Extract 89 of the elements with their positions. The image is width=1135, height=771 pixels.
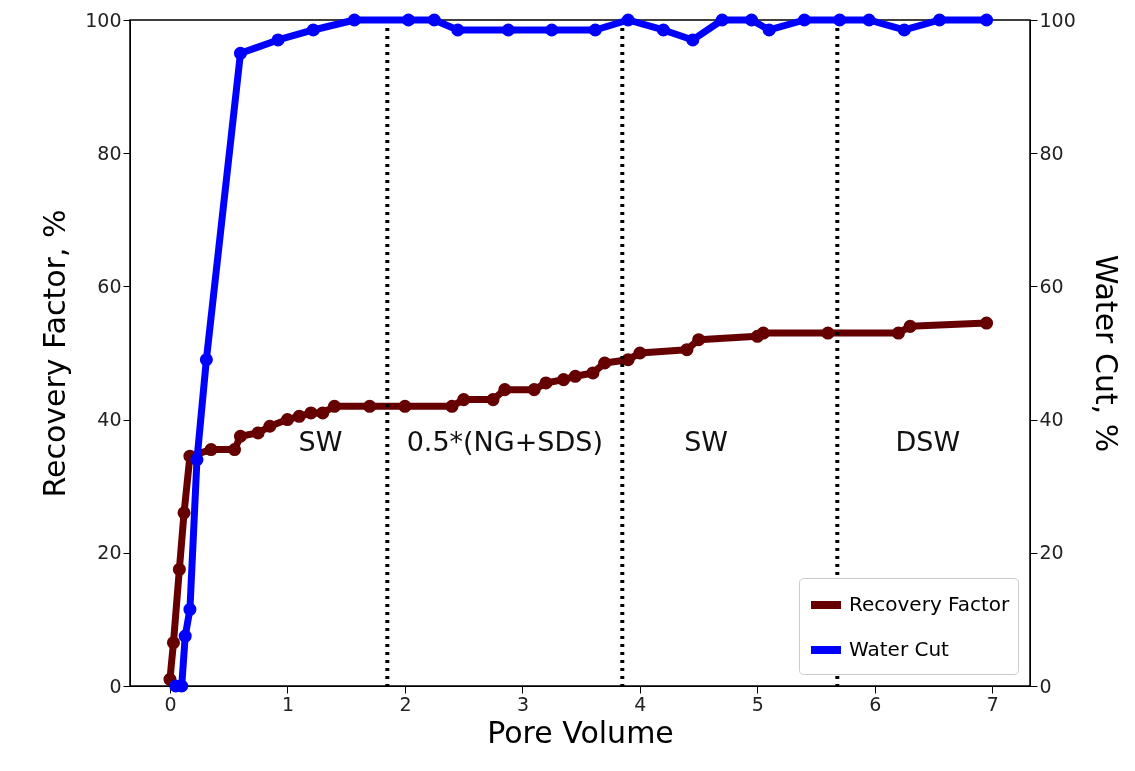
y-axis-title: Recovery Factor, %: [37, 209, 73, 498]
point: [588, 23, 602, 37]
point: [568, 369, 582, 383]
x-axis-title: Pore Volume: [487, 714, 674, 750]
x-tick-label: 2: [399, 692, 412, 715]
point: [680, 343, 694, 357]
y2-tick-label: 20: [1039, 541, 1064, 564]
point: [457, 393, 471, 407]
legend-label: Recovery Factor: [849, 592, 1011, 616]
point: [251, 426, 265, 440]
y-tick-label: 100: [85, 8, 122, 31]
point: [233, 429, 247, 443]
point: [190, 453, 204, 467]
point: [545, 23, 559, 37]
point: [656, 23, 670, 37]
x-tick-label: 1: [281, 692, 294, 715]
point: [980, 13, 994, 27]
point: [271, 33, 285, 47]
point: [316, 406, 330, 420]
y2-tick-label: 0: [1039, 674, 1052, 697]
point: [821, 326, 835, 340]
y2-tick-label: 40: [1039, 408, 1064, 431]
point: [204, 443, 218, 457]
point: [762, 23, 776, 37]
point: [178, 629, 192, 643]
point: [304, 406, 318, 420]
annotation: SW: [298, 426, 343, 457]
point: [633, 346, 647, 360]
point: [228, 443, 242, 457]
point: [980, 316, 994, 330]
point: [756, 326, 770, 340]
point: [398, 399, 412, 413]
point: [715, 13, 729, 27]
y2-tick-label: 60: [1039, 274, 1064, 297]
point: [183, 602, 197, 616]
x-tick-label: 5: [751, 692, 764, 715]
x-tick-label: 0: [164, 692, 177, 715]
point: [401, 13, 415, 27]
point: [557, 373, 571, 387]
legend-label: Water Cut: [849, 637, 950, 661]
point: [501, 23, 515, 37]
point: [306, 23, 320, 37]
point: [486, 393, 500, 407]
point: [427, 13, 441, 27]
point: [897, 23, 911, 37]
point: [586, 366, 600, 380]
y-tick-label: 60: [97, 274, 122, 297]
point: [280, 413, 294, 427]
point: [445, 399, 459, 413]
point: [891, 326, 905, 340]
point: [327, 399, 341, 413]
x-tick-label: 4: [634, 692, 647, 715]
point: [263, 419, 277, 433]
point: [527, 383, 541, 397]
point: [692, 333, 706, 347]
point: [621, 353, 635, 367]
y-tick-label: 20: [97, 541, 122, 564]
point: [199, 353, 213, 367]
x-tick-label: 7: [986, 692, 999, 715]
y2-tick-label: 100: [1039, 8, 1076, 31]
point: [451, 23, 465, 37]
y-tick-label: 40: [97, 408, 122, 431]
y2-axis-title: Water Cut, %: [1088, 254, 1124, 453]
point: [903, 319, 917, 333]
y-tick-label: 80: [97, 141, 122, 164]
point: [745, 13, 759, 27]
point: [347, 13, 361, 27]
y-tick-label: 0: [109, 674, 122, 697]
y2-tick-label: 80: [1039, 141, 1064, 164]
annotation: 0.5*(NG+SDS): [406, 426, 603, 457]
point: [166, 636, 180, 650]
annotation: SW: [684, 426, 729, 457]
point: [233, 46, 247, 60]
point: [621, 13, 635, 27]
point: [498, 383, 512, 397]
point: [833, 13, 847, 27]
annotation: DSW: [895, 426, 961, 457]
point: [363, 399, 377, 413]
point: [177, 506, 191, 520]
point: [598, 356, 612, 370]
point: [797, 13, 811, 27]
x-tick-label: 3: [516, 692, 529, 715]
point: [862, 13, 876, 27]
point: [539, 376, 553, 390]
x-tick-label: 6: [869, 692, 882, 715]
point: [933, 13, 947, 27]
point: [172, 562, 186, 576]
point: [292, 409, 306, 423]
point: [686, 33, 700, 47]
